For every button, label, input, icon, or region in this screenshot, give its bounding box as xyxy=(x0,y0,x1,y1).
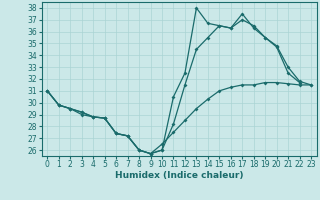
X-axis label: Humidex (Indice chaleur): Humidex (Indice chaleur) xyxy=(115,171,244,180)
